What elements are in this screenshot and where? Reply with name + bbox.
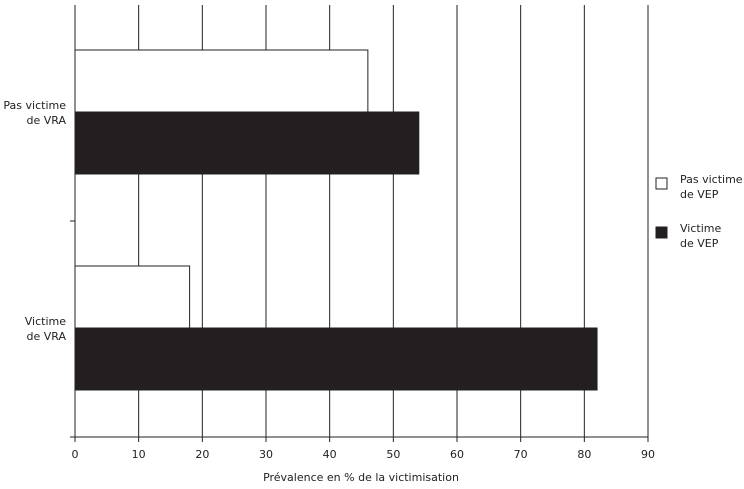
bar <box>74 111 420 175</box>
x-tick-label: 80 <box>577 448 592 461</box>
x-tick-label: 40 <box>322 448 337 461</box>
x-axis-title: Prévalence en % de la victimisation <box>263 471 459 484</box>
legend-label: Pas victime de VEP <box>680 173 743 201</box>
y-tick-label: Pas victime de VRA <box>3 99 66 127</box>
legend-swatch <box>655 226 668 239</box>
x-tick-label: 90 <box>641 448 655 461</box>
x-tick-label: 30 <box>259 448 273 461</box>
y-tick-label: Victime de VRA <box>24 315 66 343</box>
bar <box>74 49 369 113</box>
x-tick-label: 70 <box>513 448 528 461</box>
x-tick-label: 10 <box>131 448 146 461</box>
x-tick-label: 50 <box>386 448 401 461</box>
legend-swatch <box>655 177 668 190</box>
x-tick-label: 0 <box>71 448 79 461</box>
x-tick-label: 60 <box>450 448 464 461</box>
bar <box>74 327 598 391</box>
bar <box>74 265 191 329</box>
x-tick-label: 20 <box>195 448 210 461</box>
legend-label: Victime de VEP <box>680 222 722 250</box>
